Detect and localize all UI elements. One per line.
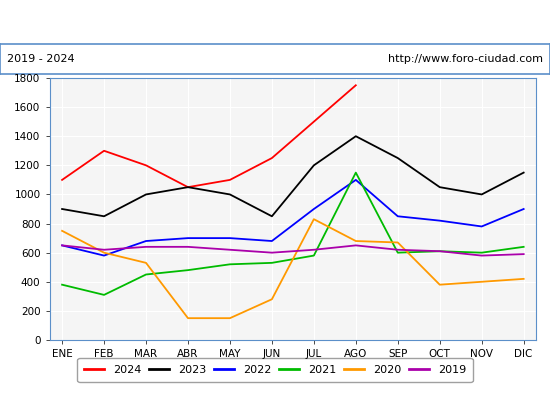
Text: http://www.foro-ciudad.com: http://www.foro-ciudad.com (388, 54, 543, 64)
Legend: 2024, 2023, 2022, 2021, 2020, 2019: 2024, 2023, 2022, 2021, 2020, 2019 (78, 358, 472, 382)
Text: Evolucion Nº Turistas Nacionales en el municipio de Arico: Evolucion Nº Turistas Nacionales en el m… (65, 14, 485, 30)
Text: 2019 - 2024: 2019 - 2024 (7, 54, 74, 64)
